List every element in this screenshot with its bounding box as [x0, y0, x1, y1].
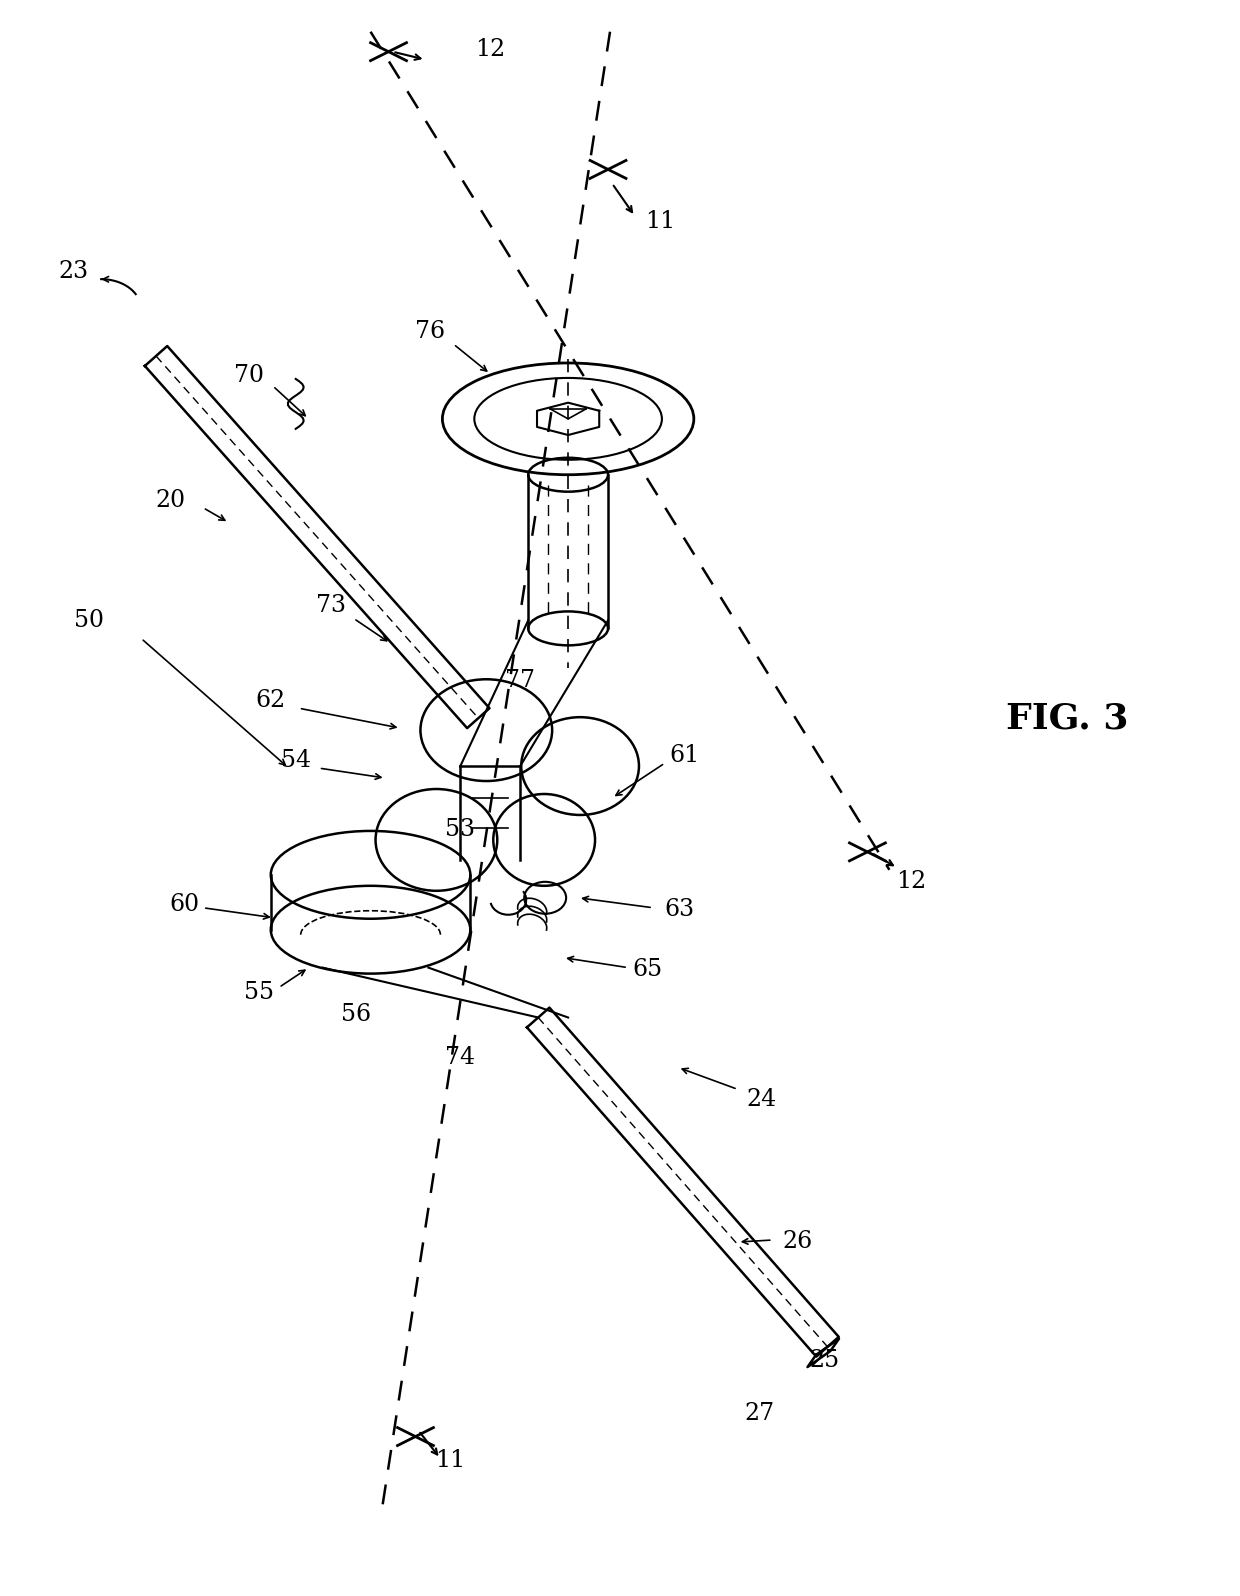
Text: 65: 65 — [632, 958, 663, 982]
Text: 61: 61 — [670, 744, 699, 766]
Text: 12: 12 — [475, 38, 506, 61]
Text: 11: 11 — [645, 209, 675, 233]
Text: 23: 23 — [58, 260, 88, 282]
Text: 55: 55 — [244, 982, 274, 1004]
Text: 27: 27 — [745, 1403, 775, 1425]
Text: 53: 53 — [445, 819, 475, 841]
Text: 54: 54 — [280, 749, 311, 771]
Text: 63: 63 — [665, 899, 694, 921]
Text: 24: 24 — [746, 1088, 776, 1111]
Text: 56: 56 — [341, 1002, 371, 1026]
Text: 12: 12 — [897, 870, 926, 894]
Text: FIG. 3: FIG. 3 — [1006, 701, 1128, 736]
Text: 70: 70 — [234, 364, 264, 388]
Text: 26: 26 — [782, 1229, 812, 1253]
Text: 50: 50 — [74, 610, 104, 632]
Text: 60: 60 — [169, 894, 200, 916]
Text: 25: 25 — [810, 1349, 839, 1373]
Text: 76: 76 — [415, 319, 445, 343]
Text: 20: 20 — [156, 488, 186, 512]
Text: 62: 62 — [255, 689, 286, 712]
Text: 74: 74 — [445, 1045, 475, 1069]
Text: 11: 11 — [435, 1449, 465, 1472]
Text: 73: 73 — [316, 594, 346, 618]
Text: 77: 77 — [505, 669, 536, 691]
